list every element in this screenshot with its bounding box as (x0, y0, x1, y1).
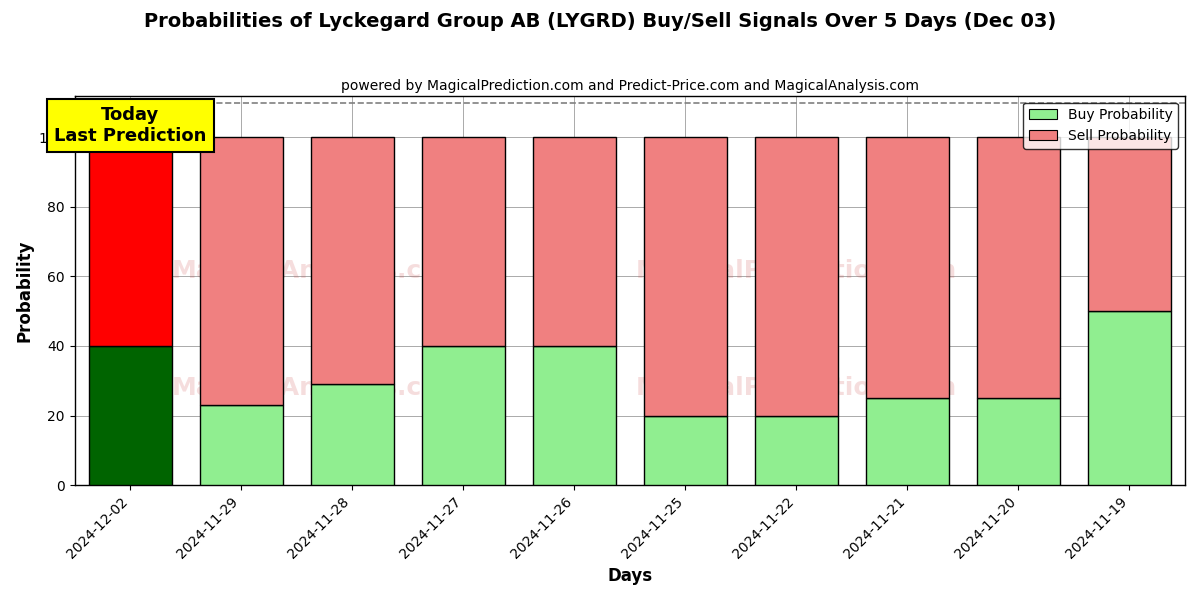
Bar (533, 346, 616, 485)
Bar (865, 137, 949, 398)
Bar (199, 405, 283, 485)
Text: MagicalAnalysis.com: MagicalAnalysis.com (172, 259, 466, 283)
Text: Today
Last Prediction: Today Last Prediction (54, 106, 206, 145)
Bar (977, 398, 1060, 485)
Bar (755, 137, 838, 416)
Bar (311, 137, 394, 384)
Title: powered by MagicalPrediction.com and Predict-Price.com and MagicalAnalysis.com: powered by MagicalPrediction.com and Pre… (341, 79, 919, 93)
Text: Probabilities of Lyckegard Group AB (LYGRD) Buy/Sell Signals Over 5 Days (Dec 03: Probabilities of Lyckegard Group AB (LYG… (144, 12, 1056, 31)
Bar (421, 346, 505, 485)
Bar (89, 346, 172, 485)
Bar (533, 137, 616, 346)
Bar (977, 137, 1060, 398)
Bar (865, 398, 949, 485)
Legend: Buy Probability, Sell Probability: Buy Probability, Sell Probability (1024, 103, 1178, 149)
Bar (755, 416, 838, 485)
Bar (89, 137, 172, 346)
Bar (199, 137, 283, 405)
Bar (311, 384, 394, 485)
Bar (421, 137, 505, 346)
Text: MagicalPrediction.com: MagicalPrediction.com (636, 376, 958, 400)
Bar (1088, 311, 1171, 485)
Bar (643, 416, 727, 485)
Bar (643, 137, 727, 416)
Bar (1088, 137, 1171, 311)
X-axis label: Days: Days (607, 567, 653, 585)
Text: MagicalAnalysis.com: MagicalAnalysis.com (172, 376, 466, 400)
Text: MagicalPrediction.com: MagicalPrediction.com (636, 259, 958, 283)
Y-axis label: Probability: Probability (16, 239, 34, 341)
